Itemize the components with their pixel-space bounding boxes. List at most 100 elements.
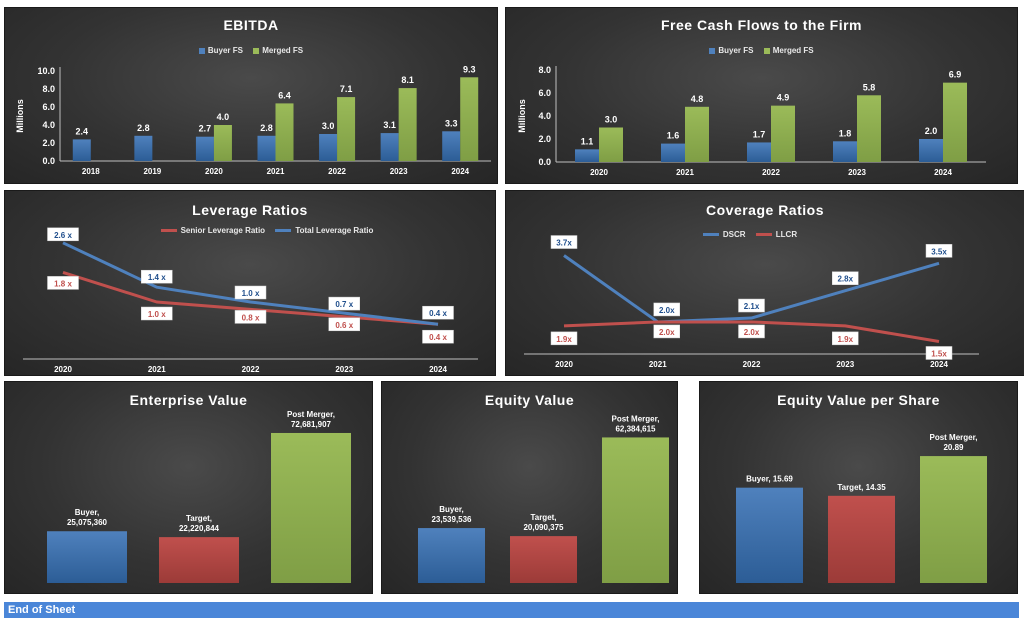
data-label: 22,220,844 bbox=[179, 524, 220, 533]
chart-title: EBITDA bbox=[223, 17, 279, 33]
data-label: 0.7 x bbox=[335, 300, 353, 309]
chart-title: Equity Value bbox=[484, 392, 575, 408]
data-label: 4.8 bbox=[691, 94, 704, 104]
x-tick-label: 2024 bbox=[930, 360, 948, 369]
x-tick-label: 2023 bbox=[335, 365, 353, 374]
data-label: 7.1 bbox=[340, 84, 353, 94]
ebitda-chart: EBITDA Buyer FS Merged FS 0.0 2.0 4.0 6.0 8.… bbox=[4, 7, 498, 184]
x-tick-label: 2022 bbox=[743, 360, 761, 369]
x-tick-label: 2020 bbox=[54, 365, 72, 374]
data-label-box bbox=[738, 324, 765, 339]
data-label-box bbox=[47, 227, 79, 242]
bar bbox=[418, 528, 485, 583]
leverage-chart: Leverage Ratios Senior Leverage Ratio To… bbox=[4, 190, 496, 376]
data-label-box bbox=[738, 298, 765, 313]
legend-label: DSCR bbox=[722, 230, 746, 239]
data-label: 2.0 bbox=[925, 126, 938, 136]
chart-title: Coverage Ratios bbox=[706, 202, 824, 218]
legend-label: Merged FS bbox=[772, 46, 814, 55]
legend-swatch bbox=[198, 47, 205, 54]
legend-label: LLCR bbox=[775, 230, 798, 239]
data-label: 2.6 x bbox=[54, 231, 72, 240]
data-label: 2.0x bbox=[659, 328, 675, 337]
data-label-box bbox=[832, 331, 859, 346]
data-label-box bbox=[234, 310, 267, 324]
data-label: 2.1x bbox=[744, 302, 760, 311]
bar bbox=[828, 495, 895, 583]
bar bbox=[271, 432, 351, 583]
x-tick-label: 2022 bbox=[328, 167, 346, 176]
data-label: 3.5x bbox=[931, 247, 947, 256]
legend-label: Merged FS bbox=[262, 46, 304, 55]
data-label-box bbox=[832, 271, 859, 285]
y-tick-label: 0.0 bbox=[538, 157, 551, 167]
legend-swatch bbox=[253, 47, 260, 54]
chart-legend: Senior Leverage Ratio Total Leverage Rat… bbox=[5, 225, 495, 235]
ebitda-plot: 0.0 2.0 4.0 6.0 8.0 10.0 Millions 2018 2.4 2019 2.… bbox=[15, 64, 491, 176]
x-tick-label: 2021 bbox=[148, 365, 166, 374]
bar bbox=[919, 139, 943, 162]
data-label: 8.1 bbox=[401, 75, 414, 85]
bar bbox=[275, 103, 294, 161]
bar bbox=[857, 95, 881, 162]
data-label-box bbox=[925, 346, 953, 360]
data-label-box bbox=[422, 329, 454, 344]
equity-value-per-share-plot: Buyer, 15.69 Target, 14.35 Post Merger,20.… bbox=[736, 433, 987, 583]
data-label-box bbox=[550, 331, 578, 346]
x-tick-label: 2020 bbox=[590, 168, 608, 177]
legend-item: Senior Leverage Ratio bbox=[160, 226, 265, 235]
bar bbox=[134, 135, 153, 161]
chart-title: Leverage Ratios bbox=[192, 202, 308, 218]
data-label: 20.89 bbox=[943, 443, 964, 452]
bar bbox=[599, 127, 623, 162]
legend-item: Total Leverage Ratio bbox=[275, 226, 373, 235]
legend-swatch bbox=[160, 229, 177, 232]
data-label: 1.4 x bbox=[148, 273, 166, 282]
data-label: 3.1 bbox=[383, 120, 396, 130]
y-tick-label: 10.0 bbox=[37, 66, 55, 76]
data-label: 2.0x bbox=[659, 306, 675, 315]
y-axis-label: Millions bbox=[15, 99, 25, 133]
chart-legend: Buyer FS Merged FS bbox=[5, 46, 497, 56]
data-label: 4.0 bbox=[217, 112, 230, 122]
legend-swatch bbox=[275, 229, 292, 232]
legend-item: Merged FS bbox=[763, 46, 814, 55]
data-label: 9.3 bbox=[463, 64, 476, 74]
bar bbox=[195, 136, 214, 161]
data-label: 1.8 bbox=[839, 128, 852, 138]
data-label: 0.6 x bbox=[335, 321, 353, 330]
y-tick-label: 8.0 bbox=[42, 84, 55, 94]
x-tick-label: 2024 bbox=[429, 365, 447, 374]
equity-value-plot: Buyer,23,539,536 Target,20,090,375 Post Me… bbox=[418, 414, 669, 583]
data-label: 62,384,615 bbox=[615, 424, 656, 433]
equity-value-per-share-chart: Equity Value per Share Buyer, 15.69 Targe… bbox=[699, 381, 1018, 594]
bar bbox=[920, 456, 987, 583]
legend-item: Merged FS bbox=[253, 46, 303, 55]
y-tick-label: 0.0 bbox=[42, 156, 55, 166]
data-label: 1.5x bbox=[931, 349, 947, 358]
chart-title: Enterprise Value bbox=[129, 392, 248, 408]
equity-value-chart: Equity Value Buyer, 23,539,536 Target, 20,0… bbox=[381, 381, 678, 594]
y-tick-label: 6.0 bbox=[42, 102, 55, 112]
data-label: 1.9x bbox=[556, 335, 572, 344]
data-label: Buyer, bbox=[439, 505, 463, 514]
bar bbox=[213, 125, 232, 161]
bar bbox=[833, 141, 857, 162]
y-tick-label: 4.0 bbox=[538, 111, 551, 121]
x-tick-label: 2021 bbox=[649, 360, 667, 369]
x-tick-label: 2021 bbox=[267, 167, 285, 176]
fcff-plot: 0.0 2.0 4.0 6.0 8.0 Millions 2020 1.1 3.0 2021 1.6… bbox=[517, 65, 986, 177]
data-label: Target, bbox=[530, 513, 556, 522]
data-label-box bbox=[328, 296, 360, 311]
bar bbox=[943, 82, 967, 162]
bar bbox=[510, 536, 577, 583]
x-tick-label: 2024 bbox=[451, 167, 469, 176]
chart-legend: DSCR LLCR bbox=[506, 229, 1024, 239]
series-line bbox=[62, 241, 439, 326]
x-tick-label: 2019 bbox=[143, 167, 161, 176]
data-label: 72,681,907 bbox=[291, 420, 332, 429]
data-label: 3.0 bbox=[322, 121, 335, 131]
data-label: 1.6 bbox=[667, 131, 680, 141]
bar bbox=[602, 437, 669, 583]
legend-label: Total Leverage Ratio bbox=[295, 226, 374, 235]
